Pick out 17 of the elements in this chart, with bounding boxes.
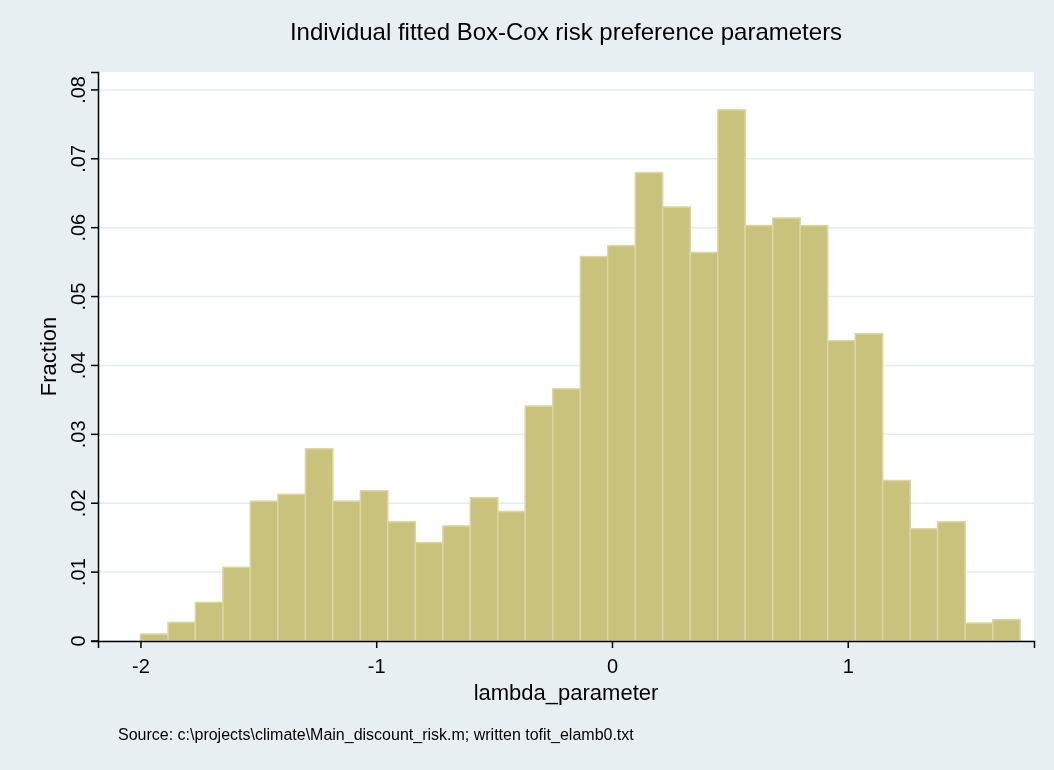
y-tick-label: 0	[67, 635, 89, 647]
y-tick-label: .02	[67, 489, 89, 518]
y-tick-label: .03	[67, 420, 89, 449]
x-axis-title: lambda_parameter	[473, 680, 659, 705]
chart-title: Individual fitted Box-Cox risk preference parameters	[289, 18, 843, 45]
x-tick-label: 1	[842, 655, 854, 677]
y-axis-title: Fraction	[36, 316, 61, 397]
y-tick-label: .04	[67, 351, 89, 380]
y-tick-label: .06	[67, 213, 89, 242]
y-tick-label: .07	[67, 144, 89, 173]
x-tick-label: -2	[132, 655, 150, 677]
x-tick-label: -1	[367, 655, 386, 677]
x-tick-label: 0	[606, 655, 619, 677]
y-tick-label: .01	[67, 558, 89, 587]
source-note: Source: c:\projects\climate\Main_discount_risk.m; written tofit_elamb0.txt	[118, 726, 635, 744]
y-tick-label: .08	[67, 76, 89, 104]
y-tick-label: .05	[67, 282, 89, 311]
